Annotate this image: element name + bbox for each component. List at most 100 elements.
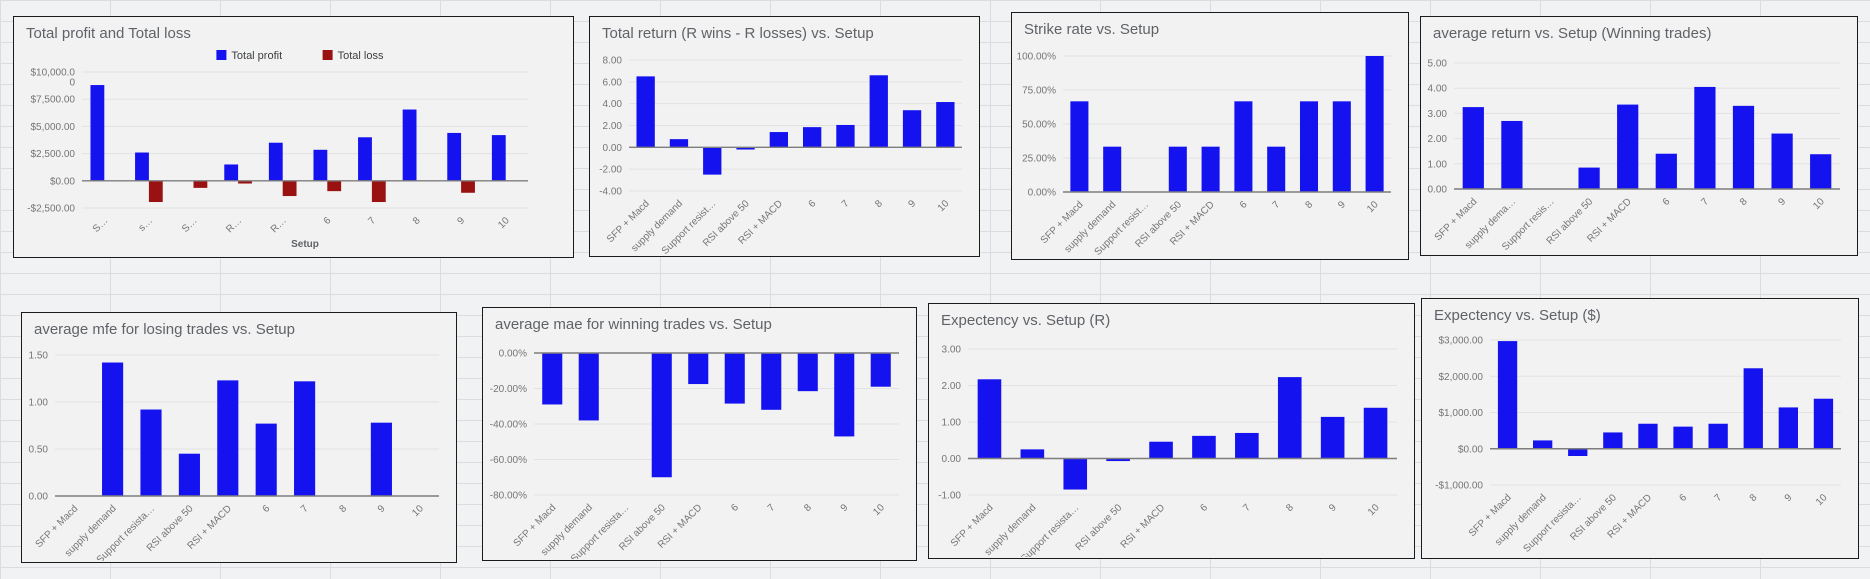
chart-plot-area: 1.50 1.00 0.50 0.00 SFP + Macd supply demand S… [22,313,456,566]
bar-chart-canvas: 0.00%-20.00%-40.00%-60.00%-80.00%SFP + M… [490,349,899,565]
svg-text:6: 6 [729,502,741,514]
svg-text:S…: S… [91,215,111,235]
svg-text:-1.00: -1.00 [938,491,961,502]
chart-title: average mae for winning trades vs. Setup [495,316,772,333]
chart-total-return-vs-setup[interactable]: Total return (R wins - R losses) vs. Set… [589,16,980,257]
bar-chart-canvas: 100.00%75.00%50.00%25.00%0.00%SFP + Macd… [1017,52,1391,258]
svg-text:3.00: 3.00 [942,345,962,356]
chart-title: average return vs. Setup (Winning trades… [1433,25,1712,42]
svg-text:$2,000.00: $2,000.00 [1439,372,1484,383]
svg-text:10: 10 [1814,492,1830,508]
svg-text:10: 10 [1811,196,1827,212]
chart-title: Expectency vs. Setup ($) [1434,307,1601,324]
svg-text:50.00%: 50.00% [1022,120,1056,131]
chart-plot-area: $10,000.0 0 $7,500.00 $5,000.00 $2,500.00 $0.… [14,17,573,257]
svg-text:R…: R… [269,215,289,235]
svg-text:9: 9 [906,198,918,210]
svg-text:3.00: 3.00 [1428,109,1448,120]
svg-text:2.00: 2.00 [1428,134,1448,145]
svg-text:0.00%: 0.00% [499,349,527,360]
chart-average-mae-winning-trades[interactable]: average mae for winning trades vs. Setup… [482,307,917,565]
svg-text:9: 9 [1783,492,1795,504]
chart-plot-area: $3,000.00 $2,000.00 $1,000.00 $0.00 -$1,000.… [1422,299,1858,558]
svg-text:SFP + Macd: SFP + Macd [949,502,996,549]
svg-text:8: 8 [1748,492,1760,504]
svg-text:$10,000.00: $10,000.0 0 [31,68,76,89]
svg-text:-60.00%: -60.00% [490,455,527,466]
svg-text:6: 6 [322,215,334,227]
chart-total-profit-and-total-loss[interactable]: Total profit and Total loss $10,000.0 0 $7… [13,16,574,258]
chart-plot-area: 3.00 2.00 1.00 0.00 -1.00 SFP + Macd supply de… [929,304,1414,565]
svg-text:10: 10 [496,215,512,231]
svg-text:8: 8 [337,503,349,515]
svg-text:Setup: Setup [291,239,319,250]
chart-title: Total return (R wins - R losses) vs. Set… [602,25,874,42]
svg-text:7: 7 [1271,199,1283,211]
chart-title: average mfe for losing trades vs. Setup [34,321,295,338]
svg-text:$3,000.00: $3,000.00 [1439,336,1484,347]
svg-text:6: 6 [1661,196,1673,208]
svg-text:1.00: 1.00 [29,398,49,409]
svg-text:9: 9 [456,215,468,227]
svg-text:10: 10 [410,503,426,519]
svg-text:0.00: 0.00 [603,143,623,154]
svg-text:9: 9 [1327,502,1339,514]
svg-text:8: 8 [1284,502,1296,514]
svg-text:R…: R… [224,215,244,235]
chart-strike-rate-vs-setup[interactable]: Strike rate vs. Setup 100.00% 75.00% 50.00… [1011,12,1409,260]
svg-text:-20.00%: -20.00% [490,384,527,395]
chart-average-mfe-losing-trades[interactable]: average mfe for losing trades vs. Setup … [21,312,457,566]
svg-text:7: 7 [366,215,378,227]
svg-text:100.00%: 100.00% [1017,52,1057,63]
chart-plot-area: 100.00% 75.00% 50.00% 25.00% 0.00% SFP + Macd… [1012,13,1408,259]
svg-text:7: 7 [1713,492,1725,504]
svg-text:6: 6 [261,503,273,515]
svg-text:$2,500.00: $2,500.00 [31,149,76,160]
svg-text:S…: S… [180,215,200,235]
svg-text:9: 9 [839,502,851,514]
chart-average-return-winning-trades[interactable]: average return vs. Setup (Winning trades… [1420,16,1858,256]
svg-text:-$1,000.00: -$1,000.00 [1435,481,1483,492]
svg-text:4.00: 4.00 [603,99,623,110]
chart-plot-area: 0.00% -20.00% -40.00% -60.00% -80.00% SFP + M… [483,308,916,565]
svg-text:$0.00: $0.00 [1458,444,1483,455]
svg-text:2.00: 2.00 [942,381,962,392]
svg-text:9: 9 [1777,196,1789,208]
svg-text:0.00: 0.00 [29,492,49,503]
svg-text:0.00: 0.00 [1428,185,1448,196]
svg-text:4.00: 4.00 [1428,84,1448,95]
svg-text:7: 7 [299,503,311,515]
chart-title: Total profit and Total loss [26,25,191,42]
svg-text:6: 6 [1198,502,1210,514]
svg-text:8: 8 [411,215,423,227]
svg-text:9: 9 [1336,199,1348,211]
chart-title: Strike rate vs. Setup [1024,21,1160,38]
svg-text:75.00%: 75.00% [1022,86,1056,97]
svg-text:10: 10 [871,502,887,518]
svg-text:$0.00: $0.00 [50,176,75,187]
svg-text:0.00: 0.00 [942,454,962,465]
svg-text:25.00%: 25.00% [1022,154,1056,165]
svg-text:s…: s… [137,215,155,233]
chart-expectency-vs-setup-dollar[interactable]: Expectency vs. Setup ($) $3,000.00 $2,000… [1421,298,1859,559]
svg-text:6.00: 6.00 [603,77,623,88]
svg-text:-80.00%: -80.00% [490,491,527,502]
svg-text:6: 6 [807,198,819,210]
svg-text:6: 6 [1238,199,1250,211]
svg-text:-$2,500.00: -$2,500.00 [27,204,75,215]
svg-text:7: 7 [1241,502,1253,514]
bar-chart-canvas: $10,000.0 0 $7,500.00 $5,000.00 $2,500.00 $0.… [27,50,528,250]
svg-text:Total loss: Total loss [338,50,384,62]
svg-text:Total profit: Total profit [231,50,282,62]
chart-plot-area: 5.00 4.00 3.00 2.00 1.00 0.00 SFP + Macd supply… [1421,17,1857,255]
svg-text:RSI + MACD: RSI + MACD [1119,502,1167,550]
svg-text:2.00: 2.00 [603,121,623,132]
svg-text:8: 8 [873,198,885,210]
chart-expectency-vs-setup-r[interactable]: Expectency vs. Setup (R) 3.00 2.00 1.00 0.0… [928,303,1415,565]
chart-plot-area: 8.00 6.00 4.00 2.00 0.00 -2.00 -4.00 SFP + Macd… [590,17,979,257]
